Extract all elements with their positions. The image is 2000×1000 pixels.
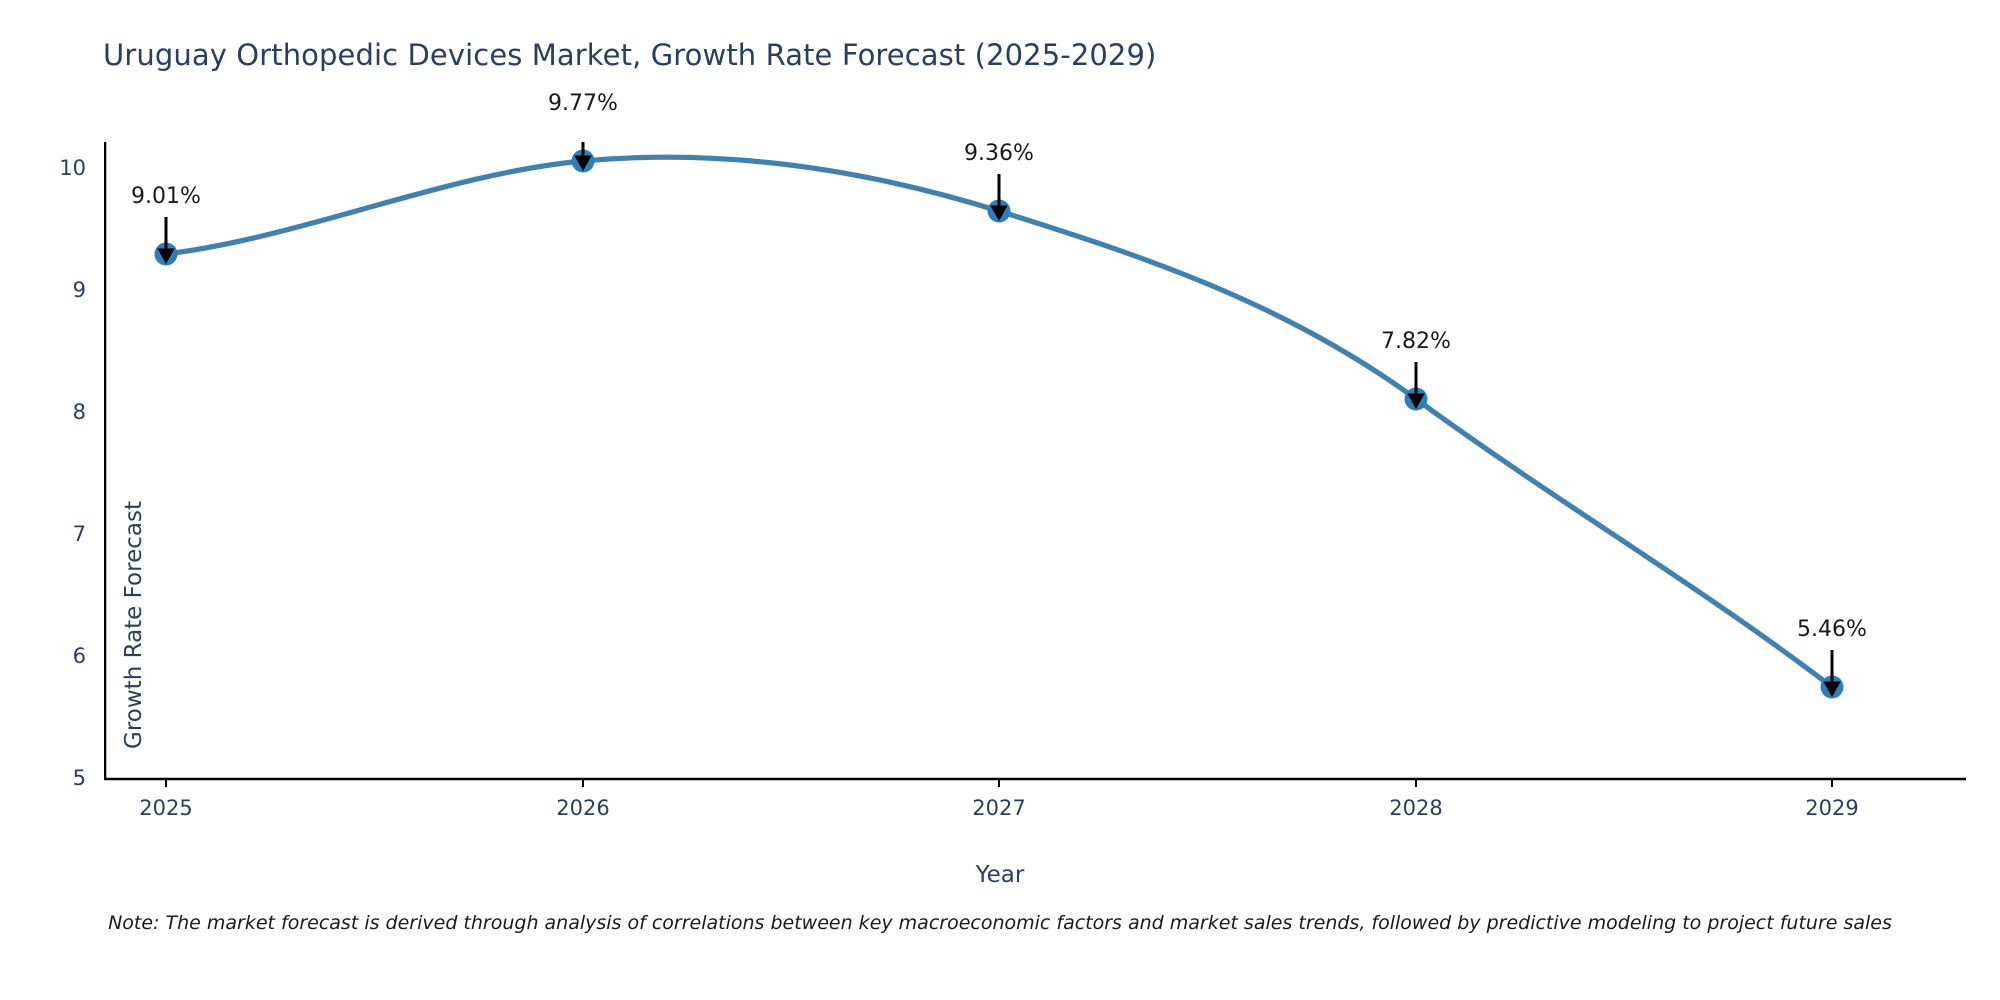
xtick-label-2027: 2027 [972,796,1026,820]
data-label-2025: 9.01% [131,184,201,209]
xtick-label-2029: 2029 [1805,796,1859,820]
page-title: Uruguay Orthopedic Devices Market, Growt… [103,38,1157,72]
plot-area: 10 9 8 7 6 5 2025 2026 2027 2028 2029 9.… [59,91,1966,820]
data-markers [154,149,1844,699]
xtick-label-2026: 2026 [556,796,610,820]
data-line [163,154,1835,690]
ytick-label-7: 7 [72,522,86,546]
data-label-2028: 7.82% [1381,329,1451,354]
ytick-label-10: 10 [59,156,86,180]
chart-footnote: Note: The market forecast is derived thr… [108,912,1892,934]
data-label-2026: 9.77% [548,91,618,116]
data-label-2029: 5.46% [1797,617,1867,642]
xtick-label-2028: 2028 [1389,796,1443,820]
xtick-label-2025: 2025 [139,796,193,820]
ytick-label-9: 9 [72,278,86,302]
annotation-arrows [157,142,1841,697]
data-label-2027: 9.36% [964,141,1034,166]
x-axis-ticks [165,779,1833,787]
ytick-label-6: 6 [72,644,86,668]
ytick-label-5: 5 [72,766,86,790]
x-axis-title: Year [975,862,1025,888]
line-chart-svg [104,142,1966,787]
ytick-label-8: 8 [72,400,86,424]
y-axis-title: Growth Rate Forecast [121,501,147,749]
